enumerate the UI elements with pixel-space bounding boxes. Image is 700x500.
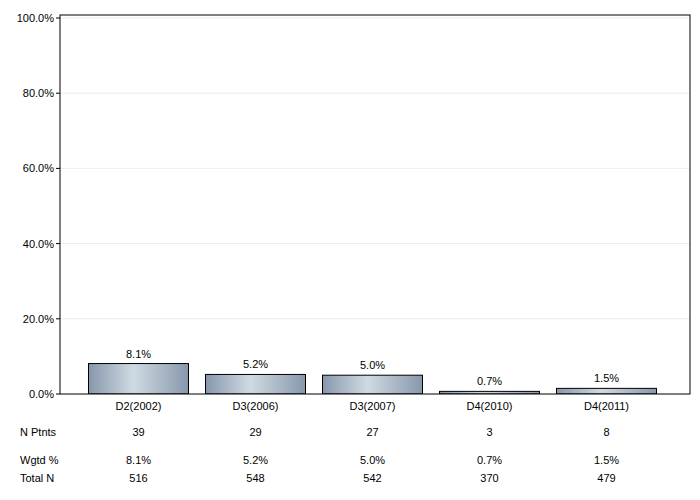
- data-label: 8.1%: [126, 348, 151, 360]
- bar: [323, 375, 423, 394]
- table-cell: 8.1%: [126, 454, 151, 466]
- row-label: N Ptnts: [20, 426, 57, 438]
- row-label: Total N: [20, 472, 54, 484]
- tick-mark: [56, 243, 60, 244]
- grid-line: [60, 318, 690, 319]
- table-cell: 1.5%: [594, 454, 619, 466]
- tick-label: 80.0%: [23, 87, 54, 99]
- tick-label: 0.0%: [29, 388, 54, 400]
- tick-mark: [56, 318, 60, 319]
- plot-frame: [60, 15, 690, 394]
- table-cell: 5.2%: [243, 454, 268, 466]
- bar: [206, 374, 306, 394]
- category-label: D3(2006): [233, 400, 279, 412]
- table-cell: 542: [363, 472, 381, 484]
- bar: [89, 364, 189, 394]
- tick-label: 20.0%: [23, 313, 54, 325]
- data-label: 5.0%: [360, 359, 385, 371]
- tick-label: 60.0%: [23, 162, 54, 174]
- table-cell: 516: [129, 472, 147, 484]
- table-cell: 548: [246, 472, 264, 484]
- tick-label: 100.0%: [17, 12, 55, 24]
- category-label: D4(2011): [584, 400, 629, 412]
- data-label: 1.5%: [594, 372, 619, 384]
- grid-line: [60, 168, 690, 169]
- category-label: D4(2010): [467, 400, 513, 412]
- bar: [557, 388, 657, 394]
- table-cell: 0.7%: [477, 454, 502, 466]
- table-cell: 3: [486, 426, 492, 438]
- grid-line: [60, 93, 690, 94]
- tick-mark: [56, 394, 60, 395]
- table-cell: 370: [480, 472, 498, 484]
- tick-label: 40.0%: [23, 238, 54, 250]
- table-cell: 39: [132, 426, 144, 438]
- category-label: D2(2002): [116, 400, 162, 412]
- chart: 0.0% 20.0% 40.0% 60.0% 80.0% 100.0% 8.1% D2(200…: [0, 0, 700, 500]
- table-cell: 27: [366, 426, 378, 438]
- table-cell: 8: [603, 426, 609, 438]
- tick-mark: [56, 18, 60, 19]
- table-cell: 29: [249, 426, 261, 438]
- row-label: Wgtd %: [20, 454, 59, 466]
- table-cell: 5.0%: [360, 454, 385, 466]
- grid-line: [60, 18, 690, 19]
- tick-mark: [56, 168, 60, 169]
- category-label: D3(2007): [350, 400, 396, 412]
- grid-line: [60, 243, 690, 244]
- tick-mark: [56, 93, 60, 94]
- data-label: 0.7%: [477, 375, 502, 387]
- table-cell: 479: [597, 472, 615, 484]
- data-label: 5.2%: [243, 358, 268, 370]
